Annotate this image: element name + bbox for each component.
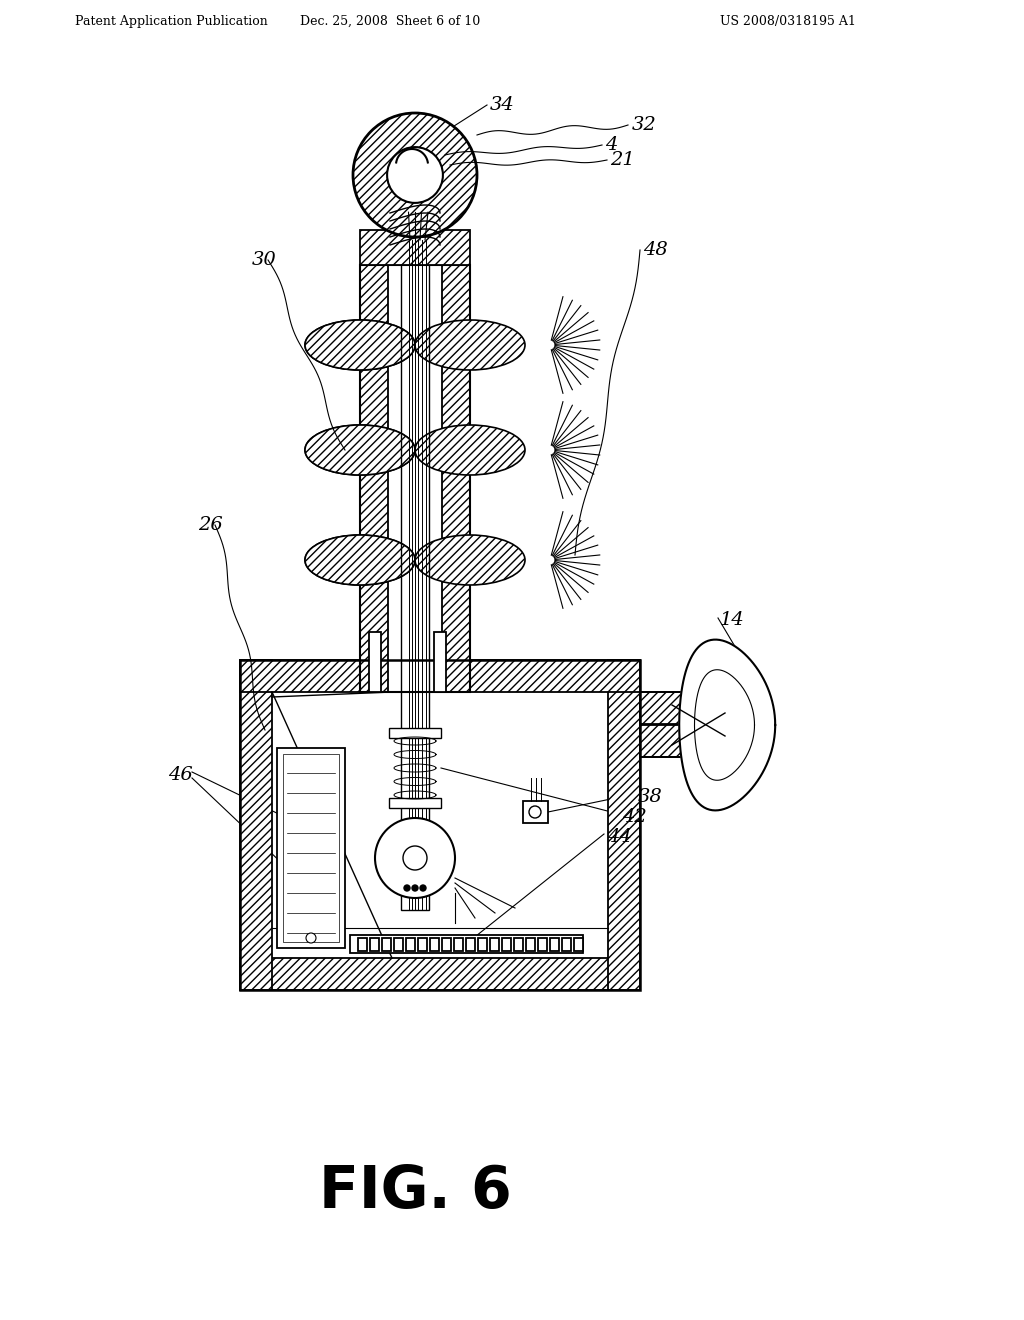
Circle shape xyxy=(306,933,316,942)
Ellipse shape xyxy=(305,535,415,585)
Bar xyxy=(240,660,640,990)
Bar xyxy=(401,240,429,909)
Bar xyxy=(470,660,640,692)
Polygon shape xyxy=(679,640,775,810)
Ellipse shape xyxy=(305,425,415,475)
Bar xyxy=(369,632,381,692)
Ellipse shape xyxy=(305,425,415,475)
Text: 32: 32 xyxy=(632,116,656,135)
Circle shape xyxy=(529,807,541,818)
Bar xyxy=(358,939,367,950)
Text: 38: 38 xyxy=(638,788,663,807)
Circle shape xyxy=(412,884,418,891)
Text: Patent Application Publication: Patent Application Publication xyxy=(75,15,267,28)
Bar xyxy=(514,939,523,950)
Circle shape xyxy=(404,884,410,891)
Bar xyxy=(550,939,559,950)
Ellipse shape xyxy=(415,425,525,475)
Bar xyxy=(406,939,415,950)
Text: 42: 42 xyxy=(622,808,647,826)
Bar xyxy=(640,692,725,723)
Text: 46: 46 xyxy=(168,766,193,784)
Text: 14: 14 xyxy=(720,611,744,630)
Bar xyxy=(640,692,725,756)
Circle shape xyxy=(403,846,427,870)
Ellipse shape xyxy=(305,319,415,370)
Bar xyxy=(442,939,451,950)
Bar xyxy=(350,935,583,953)
Bar xyxy=(502,939,511,950)
Bar xyxy=(538,939,547,950)
Ellipse shape xyxy=(305,319,415,370)
Bar xyxy=(478,939,487,950)
Bar xyxy=(574,939,583,950)
Circle shape xyxy=(375,818,455,898)
Ellipse shape xyxy=(415,319,525,370)
Bar xyxy=(389,799,441,808)
Bar xyxy=(523,801,548,822)
Bar xyxy=(693,692,725,756)
Circle shape xyxy=(353,114,477,238)
Text: 44: 44 xyxy=(607,828,632,846)
Text: Dec. 25, 2008  Sheet 6 of 10: Dec. 25, 2008 Sheet 6 of 10 xyxy=(300,15,480,28)
Bar xyxy=(434,632,446,692)
Circle shape xyxy=(387,147,443,203)
Bar xyxy=(240,958,640,990)
Text: FIG. 6: FIG. 6 xyxy=(318,1163,511,1220)
Text: 30: 30 xyxy=(252,251,276,269)
Bar xyxy=(442,265,470,692)
Text: 4: 4 xyxy=(605,136,617,154)
Bar xyxy=(283,754,339,942)
Ellipse shape xyxy=(305,535,415,585)
Bar xyxy=(562,939,571,950)
Bar xyxy=(370,939,379,950)
Bar xyxy=(240,660,360,692)
Text: US 2008/0318195 A1: US 2008/0318195 A1 xyxy=(720,15,856,28)
Bar xyxy=(430,939,439,950)
Text: 34: 34 xyxy=(490,96,515,114)
Bar xyxy=(418,939,427,950)
Text: 48: 48 xyxy=(643,242,668,259)
Bar xyxy=(360,265,388,692)
Bar xyxy=(394,939,403,950)
Ellipse shape xyxy=(415,535,525,585)
Text: 26: 26 xyxy=(198,516,223,535)
Bar xyxy=(360,265,470,692)
Bar xyxy=(454,939,463,950)
Bar xyxy=(382,939,391,950)
Bar xyxy=(389,729,441,738)
Bar xyxy=(640,725,725,756)
Bar xyxy=(278,748,345,948)
Bar xyxy=(608,660,640,990)
Bar xyxy=(466,939,475,950)
Text: 21: 21 xyxy=(610,150,635,169)
Circle shape xyxy=(420,884,426,891)
Bar xyxy=(240,660,272,990)
Bar xyxy=(526,939,535,950)
Bar xyxy=(490,939,499,950)
Bar xyxy=(360,230,470,265)
